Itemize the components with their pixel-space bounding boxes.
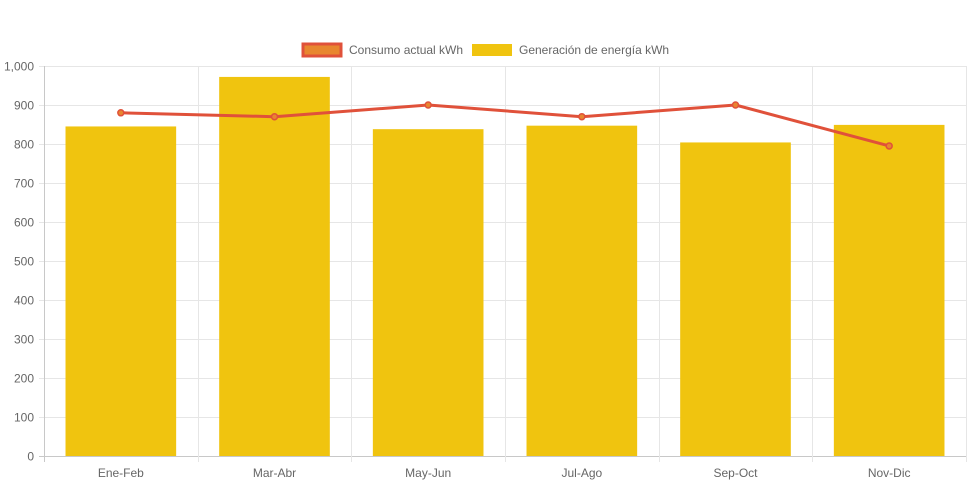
bar[interactable]: [833, 124, 945, 456]
x-tick-label: Sep-Oct: [713, 466, 758, 480]
legend-swatch-consumo: [301, 42, 343, 58]
y-tick-label: 600: [14, 216, 34, 230]
line-point[interactable]: [578, 112, 586, 121]
x-tick-label: Nov-Dic: [868, 466, 911, 480]
y-tick-label: 500: [14, 255, 34, 269]
bar[interactable]: [219, 76, 330, 457]
bar[interactable]: [372, 129, 484, 456]
legend: Consumo actual kWh Generación de energía…: [301, 42, 669, 58]
y-tick-label: 700: [14, 177, 34, 191]
line-point[interactable]: [270, 112, 279, 121]
bar[interactable]: [526, 125, 638, 457]
x-tick-label: Jul-Ago: [561, 466, 602, 480]
y-tick-label: 100: [14, 411, 34, 425]
y-tick-label: 200: [14, 372, 34, 386]
legend-swatch-generacion: [472, 44, 512, 56]
y-tick-label: 800: [14, 138, 34, 152]
line-point[interactable]: [424, 101, 432, 109]
bar[interactable]: [680, 142, 791, 456]
legend-label-generacion: Generación de energía kWh: [519, 43, 669, 57]
consumo-line: [120, 103, 890, 148]
y-tick-label: 300: [14, 333, 34, 347]
line-point[interactable]: [117, 109, 125, 117]
legend-item-consumo[interactable]: Consumo actual kWh: [301, 42, 463, 58]
x-tick-label: Ene-Feb: [98, 466, 144, 480]
y-tick-label: 900: [14, 99, 34, 113]
bar-series: [65, 76, 945, 457]
line-series: [117, 101, 893, 150]
y-tick-label: 400: [14, 294, 34, 308]
line-point[interactable]: [731, 101, 740, 109]
x-tick-label: May-Jun: [405, 466, 451, 480]
bar[interactable]: [65, 126, 177, 456]
y-tick-label: 1,000: [4, 60, 34, 74]
grid: [39, 66, 967, 462]
legend-item-generacion[interactable]: Generación de energía kWh: [472, 43, 669, 57]
y-tick-label: 0: [27, 450, 34, 464]
x-tick-label: Mar-Abr: [253, 466, 296, 480]
line-point[interactable]: [885, 142, 893, 150]
axes: 0 100 200 300 400 500 600 700 800 900 1,000 Ene-Feb…: [4, 60, 911, 481]
legend-label-consumo: Consumo actual kWh: [349, 43, 463, 57]
